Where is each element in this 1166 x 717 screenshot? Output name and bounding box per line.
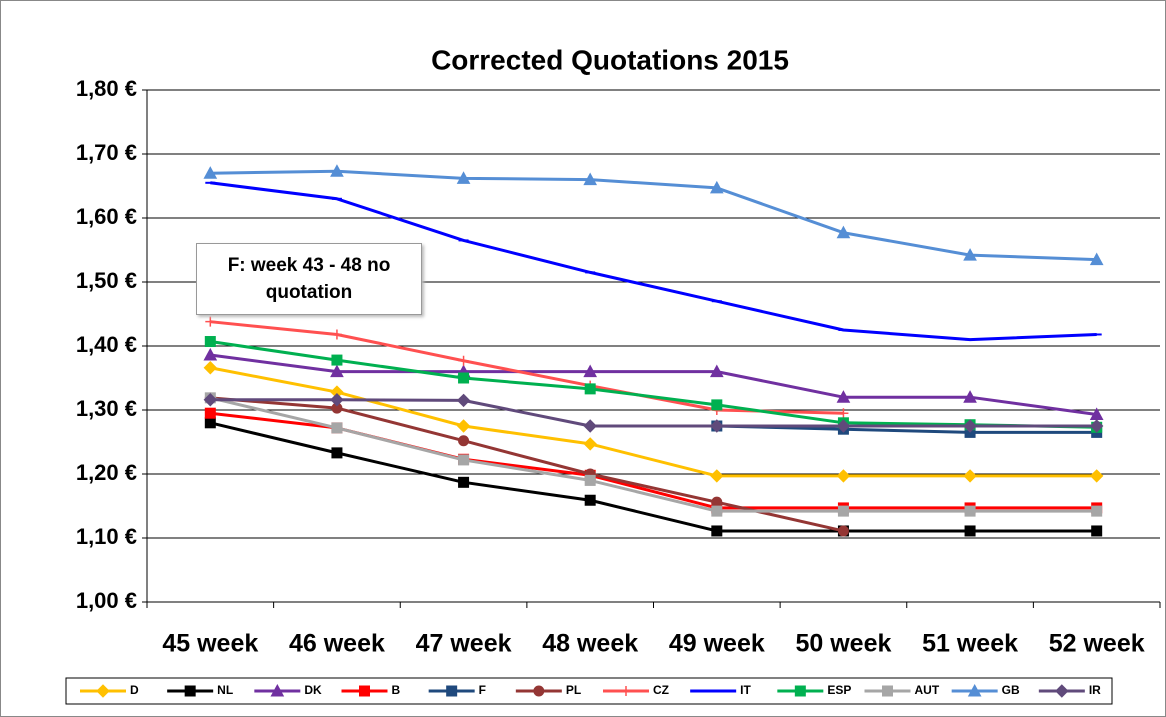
- marker: [838, 526, 848, 536]
- annotation: F: week 43 - 48 no quotation: [196, 243, 422, 315]
- marker: [1092, 526, 1102, 536]
- marker: [584, 420, 596, 432]
- marker: [711, 470, 723, 482]
- marker: [534, 686, 544, 696]
- legend-label: IR: [1089, 683, 1101, 697]
- marker: [964, 470, 976, 482]
- series-line: [210, 400, 1096, 426]
- marker: [332, 423, 342, 433]
- marker: [459, 477, 469, 487]
- marker: [332, 355, 342, 365]
- legend-label: IT: [740, 683, 751, 697]
- x-tick-label: 49 week: [669, 630, 765, 658]
- legend-label: PL: [566, 683, 581, 697]
- marker: [332, 329, 342, 339]
- marker: [1091, 470, 1103, 482]
- x-tick-label: 46 week: [289, 630, 385, 658]
- y-tick-label: 1,60 €: [76, 204, 137, 229]
- y-tick-label: 1,40 €: [76, 332, 137, 357]
- marker: [447, 686, 457, 696]
- series: [205, 337, 1101, 433]
- marker: [459, 455, 469, 465]
- legend-label: GB: [1002, 683, 1020, 697]
- marker: [883, 686, 893, 696]
- x-tick-label: 52 week: [1049, 630, 1145, 658]
- marker: [459, 436, 469, 446]
- chart-title: Corrected Quotations 2015: [431, 44, 789, 75]
- y-tick-label: 1,20 €: [76, 460, 137, 485]
- marker: [185, 686, 195, 696]
- marker: [332, 448, 342, 458]
- marker: [205, 418, 215, 428]
- series-line: [210, 368, 1096, 476]
- x-tick-label: 51 week: [922, 630, 1018, 658]
- marker: [585, 384, 595, 394]
- y-tick-label: 1,30 €: [76, 396, 137, 421]
- legend-label: F: [479, 683, 486, 697]
- marker: [205, 337, 215, 347]
- marker: [795, 686, 805, 696]
- marker: [838, 506, 848, 516]
- series-line: [210, 342, 1096, 428]
- x-tick-label: 45 week: [162, 630, 258, 658]
- marker: [204, 362, 216, 374]
- y-tick-label: 1,50 €: [76, 268, 137, 293]
- legend-label: CZ: [653, 683, 669, 697]
- x-tick-label: 48 week: [542, 630, 638, 658]
- legend-label: B: [392, 683, 401, 697]
- legend-label: ESP: [827, 683, 851, 697]
- marker: [459, 356, 469, 366]
- marker: [205, 317, 215, 327]
- legend-label: D: [130, 683, 139, 697]
- marker: [585, 495, 595, 505]
- legend-label: AUT: [915, 683, 940, 697]
- marker: [331, 394, 343, 406]
- y-tick-label: 1,10 €: [76, 524, 137, 549]
- x-tick-label: 50 week: [795, 630, 891, 658]
- marker: [965, 526, 975, 536]
- marker: [360, 686, 370, 696]
- marker: [712, 526, 722, 536]
- marker: [837, 470, 849, 482]
- marker: [965, 506, 975, 516]
- marker: [585, 475, 595, 485]
- y-tick-label: 1,80 €: [76, 76, 137, 101]
- marker: [712, 400, 722, 410]
- legend-label: DK: [304, 683, 322, 697]
- marker: [458, 394, 470, 406]
- marker: [712, 506, 722, 516]
- y-tick-label: 1,70 €: [76, 140, 137, 165]
- chart: Corrected Quotations 2015 1,00 € 1,10 € 1,…: [0, 0, 1166, 717]
- y-tick-label: 1,00 €: [76, 588, 137, 613]
- legend-label: NL: [217, 683, 233, 697]
- marker: [459, 373, 469, 383]
- marker: [1092, 506, 1102, 516]
- series-line: [210, 355, 1096, 415]
- marker: [458, 420, 470, 432]
- marker: [205, 408, 215, 418]
- x-tick-label: 47 week: [416, 630, 512, 658]
- marker: [584, 438, 596, 450]
